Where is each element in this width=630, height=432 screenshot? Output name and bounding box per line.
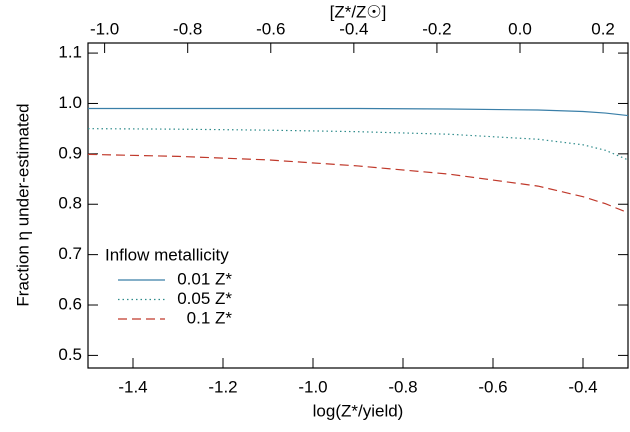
x2-tick-label: -0.2 bbox=[422, 19, 451, 38]
plot-frame bbox=[87, 42, 629, 369]
x2-tick-label: 0.0 bbox=[508, 19, 532, 38]
legend-label: 0.01 Z* bbox=[177, 269, 232, 288]
x2-tick-label: -1.0 bbox=[90, 19, 119, 38]
x-tick-label: -0.8 bbox=[388, 377, 417, 396]
legend-label: 0.1 Z* bbox=[187, 308, 233, 327]
x2-axis-label: [Z*/Z☉] bbox=[330, 2, 387, 21]
series-line bbox=[87, 153, 629, 214]
y-tick-label: 0.6 bbox=[58, 294, 82, 313]
series-line bbox=[88, 107, 629, 117]
series-line bbox=[87, 128, 629, 161]
y-tick-label: 1.1 bbox=[58, 43, 82, 62]
x-tick-label: -1.0 bbox=[298, 377, 327, 396]
x-tick-label: -0.4 bbox=[568, 377, 597, 396]
y-tick-label: 0.8 bbox=[58, 194, 82, 213]
y-tick-label: 1.0 bbox=[58, 93, 82, 112]
legend-title: Inflow metallicity bbox=[105, 245, 229, 264]
x-tick-label: -0.6 bbox=[478, 377, 507, 396]
x2-tick-label: -0.6 bbox=[256, 19, 285, 38]
y-tick-label: 0.7 bbox=[58, 244, 82, 263]
y-tick-label: 0.9 bbox=[58, 143, 82, 162]
legend-label: 0.05 Z* bbox=[177, 289, 232, 308]
x-axis-label: log(Z*/yield) bbox=[313, 401, 404, 420]
x2-tick-label: 0.2 bbox=[591, 19, 615, 38]
y-axis-label: Fraction η under-estimated bbox=[13, 103, 32, 306]
x2-tick-label: -0.4 bbox=[339, 19, 368, 38]
x2-tick-label: -0.8 bbox=[173, 19, 202, 38]
x-tick-label: -1.2 bbox=[208, 377, 237, 396]
x-tick-label: -1.4 bbox=[118, 377, 147, 396]
y-tick-label: 0.5 bbox=[58, 345, 82, 364]
